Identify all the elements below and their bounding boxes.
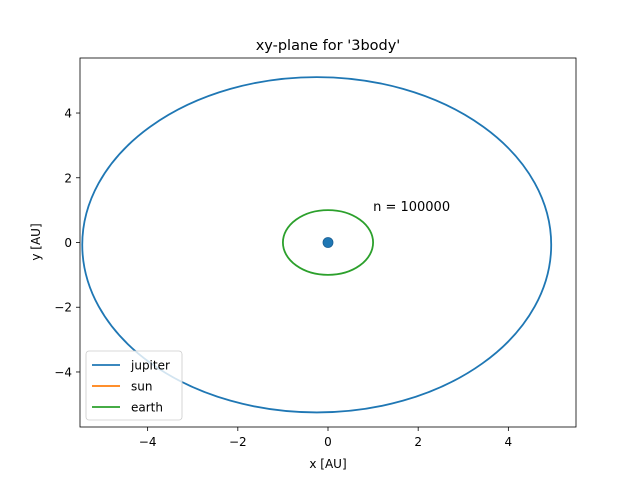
y-tick-label: 0: [64, 236, 72, 250]
x-tick-label: −2: [229, 435, 247, 449]
y-tick-label: −2: [54, 301, 72, 315]
legend-label-earth: earth: [131, 401, 163, 415]
y-tick-label: −4: [54, 365, 72, 379]
legend-label-jupiter: jupiter: [130, 359, 170, 373]
x-tick-label: 4: [505, 435, 513, 449]
x-axis-label: x [AU]: [309, 457, 346, 471]
plot-area: [81, 76, 553, 414]
y-axis-label: y [AU]: [29, 223, 43, 260]
x-tick-label: −4: [139, 435, 157, 449]
chart-title: xy-plane for '3body': [256, 38, 401, 54]
x-axis: −4 −2 0 2 4: [139, 427, 512, 449]
legend: jupiter sun earth: [85, 350, 183, 421]
series-line-earth: [282, 209, 374, 276]
legend-label-sun: sun: [131, 380, 152, 394]
annotation-text: n = 100000: [373, 200, 450, 215]
x-tick-label: 0: [324, 435, 332, 449]
y-axis: −4 −2 0 2 4: [54, 107, 80, 379]
y-tick-label: 4: [64, 107, 72, 121]
sun-marker: [322, 237, 334, 248]
series-line-jupiter: [81, 76, 553, 414]
y-tick-label: 2: [64, 171, 72, 185]
x-tick-label: 2: [414, 435, 422, 449]
legend-box: [85, 350, 183, 421]
